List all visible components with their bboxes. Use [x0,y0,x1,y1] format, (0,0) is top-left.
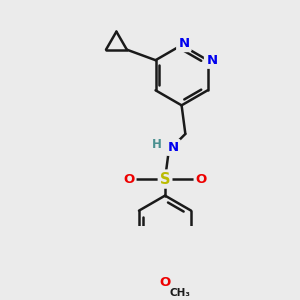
Text: CH₃: CH₃ [169,288,190,298]
Text: N: N [178,37,189,50]
Text: O: O [159,276,171,290]
Text: O: O [123,172,135,186]
Text: N: N [178,37,189,50]
Text: N: N [168,141,179,154]
Text: N: N [206,54,217,67]
Text: H: H [152,138,162,151]
Text: O: O [196,172,207,186]
Text: N: N [207,54,218,67]
Text: S: S [160,172,170,187]
